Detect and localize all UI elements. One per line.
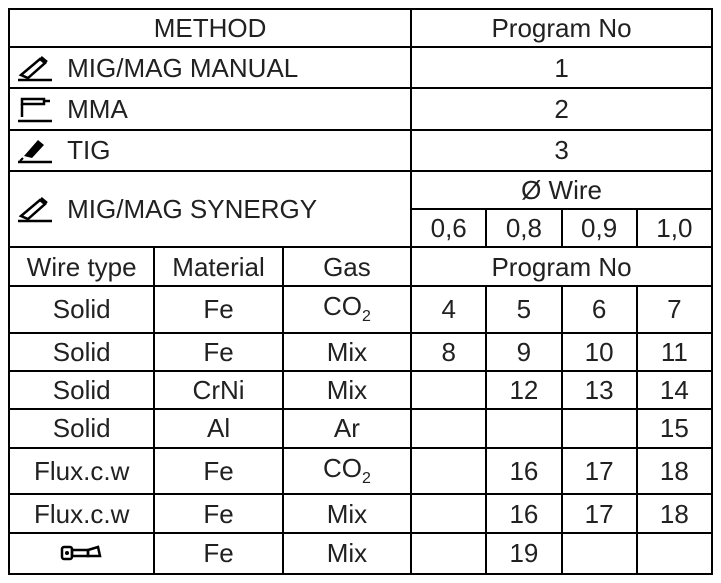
table-row: Flux.c.wFeCO2 161718 [9,448,712,495]
wire-type-hdr: Wire type [9,247,154,285]
prog-cell: 14 [637,371,712,409]
mig-label: MIG/MAG MANUAL [59,47,411,88]
table-row: FeMix 19 [9,533,712,574]
prog-cell: 9 [486,333,561,371]
wire-type-cell: Solid [9,333,154,371]
material-cell: Fe [154,533,282,574]
prog-cell: 18 [637,494,712,532]
diam-0: 0,6 [411,209,486,247]
wire-type-cell: Flux.c.w [9,448,154,495]
table-row: Flux.c.wFeMix 161718 [9,494,712,532]
prog-cell: 13 [562,371,637,409]
spoolgun-icon [9,533,154,574]
table-row: SolidFeCO24567 [9,286,712,333]
prog-cell: 15 [637,409,712,447]
sub-header-row: Wire type Material Gas Program No [9,247,712,285]
prog-cell: 6 [562,286,637,333]
prog-cell: 17 [562,448,637,495]
gas-cell: Mix [283,371,411,409]
mma-label: MMA [59,88,411,129]
material-cell: CrNi [154,371,282,409]
wire-type-cell: Flux.c.w [9,494,154,532]
method-header: METHOD [9,9,411,47]
tig-prog: 3 [411,130,712,171]
prog-cell [411,448,486,495]
synergy-label: MIG/MAG SYNERGY [59,171,411,248]
gas-cell: Mix [283,494,411,532]
table-row: SolidCrNiMix 121314 [9,371,712,409]
material-cell: Al [154,409,282,447]
tig-label: TIG [59,130,411,171]
material-cell: Fe [154,333,282,371]
prog-cell [411,494,486,532]
diam-3: 1,0 [637,209,712,247]
mig-torch-icon [9,47,59,88]
prog-cell [637,533,712,574]
prog-cell: 5 [486,286,561,333]
prog-cell [411,409,486,447]
synergy-row-1: MIG/MAG SYNERGY Ø Wire [9,171,712,209]
prog-cell [411,371,486,409]
wire-type-cell: Solid [9,371,154,409]
table-row: SolidAlAr 15 [9,409,712,447]
prog-cell: 11 [637,333,712,371]
prog-cell: 10 [562,333,637,371]
prog-cell [486,409,561,447]
gas-cell: Mix [283,533,411,574]
prog-cell: 4 [411,286,486,333]
material-cell: Fe [154,494,282,532]
method-row-tig: TIG 3 [9,130,712,171]
prog-cell: 18 [637,448,712,495]
mma-prog: 2 [411,88,712,129]
prog-cell: 17 [562,494,637,532]
prog-cell [562,409,637,447]
prog-cell: 16 [486,494,561,532]
program-no-header: Program No [411,9,712,47]
prog-cell: 8 [411,333,486,371]
gas-cell: Ar [283,409,411,447]
prog-cell [411,533,486,574]
gas-cell: Mix [283,333,411,371]
gas-hdr: Gas [283,247,411,285]
material-cell: Fe [154,286,282,333]
prog-cell [562,533,637,574]
prog-cell: 16 [486,448,561,495]
synergy-torch-icon [9,171,59,248]
gas-cell: CO2 [283,448,411,495]
wire-type-cell: Solid [9,409,154,447]
tig-torch-icon [9,130,59,171]
wire-type-cell: Solid [9,286,154,333]
material-hdr: Material [154,247,282,285]
diam-1: 0,8 [486,209,561,247]
material-cell: Fe [154,448,282,495]
prog-cell: 12 [486,371,561,409]
prog-cell: 7 [637,286,712,333]
header-row: METHOD Program No [9,9,712,47]
method-row-mig: MIG/MAG MANUAL 1 [9,47,712,88]
table-row: SolidFeMix891011 [9,333,712,371]
mig-prog: 1 [411,47,712,88]
prog-sub-hdr: Program No [411,247,712,285]
electrode-icon [9,88,59,129]
gas-cell: CO2 [283,286,411,333]
method-row-mma: MMA 2 [9,88,712,129]
prog-cell: 19 [486,533,561,574]
diam-2: 0,9 [562,209,637,247]
wire-header: Ø Wire [411,171,712,209]
